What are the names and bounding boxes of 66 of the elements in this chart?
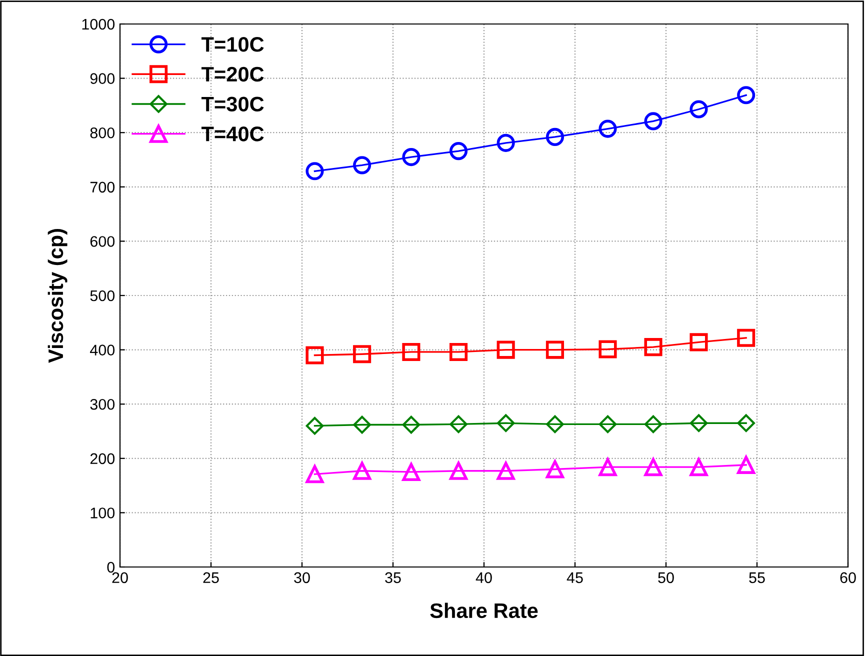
y-tick-label: 200 xyxy=(90,453,115,464)
point xyxy=(546,415,564,434)
point xyxy=(690,414,708,432)
point xyxy=(450,415,468,434)
point xyxy=(737,86,756,104)
x-tick-label: 35 xyxy=(385,572,401,584)
y-tick-label: 600 xyxy=(90,236,115,247)
x-tick-label: 30 xyxy=(294,572,310,584)
point xyxy=(737,414,755,432)
y-tick-label: 300 xyxy=(90,398,115,410)
point xyxy=(546,460,564,478)
legend-label: T=20C xyxy=(201,66,264,82)
point xyxy=(690,458,708,476)
x-tick-label: 20 xyxy=(112,572,128,584)
point xyxy=(496,414,515,432)
point xyxy=(449,342,468,361)
point xyxy=(306,465,324,484)
point xyxy=(496,462,515,480)
point xyxy=(598,458,617,476)
point xyxy=(546,128,564,146)
legend-label: T=30C xyxy=(201,96,264,112)
point xyxy=(402,462,420,482)
legend-label: T=10C xyxy=(201,37,264,52)
point xyxy=(353,462,372,480)
y-tick-label: 500 xyxy=(90,290,115,302)
point xyxy=(644,415,662,434)
y-tick-label: 800 xyxy=(90,127,115,138)
point xyxy=(353,156,372,174)
point xyxy=(496,134,515,152)
point xyxy=(402,342,420,361)
x-tick-label: 55 xyxy=(749,572,765,584)
point xyxy=(306,346,324,364)
legend-label: T=40C xyxy=(201,126,264,142)
x-axis-title: Share Rate xyxy=(430,602,538,618)
point xyxy=(546,340,564,359)
point xyxy=(449,462,468,480)
point xyxy=(598,340,617,358)
point xyxy=(353,345,372,364)
point xyxy=(449,142,468,160)
point xyxy=(598,415,617,434)
point xyxy=(402,416,420,434)
point xyxy=(690,100,708,118)
x-tick-label: 50 xyxy=(658,572,674,584)
x-tick-label: 40 xyxy=(476,572,492,584)
y-tick-label: 900 xyxy=(90,73,115,84)
point xyxy=(737,456,756,474)
point xyxy=(402,148,420,166)
point xyxy=(353,416,371,434)
point xyxy=(306,416,324,435)
x-tick-label: 60 xyxy=(840,572,856,584)
y-tick-label: 1000 xyxy=(82,18,115,30)
x-tick-label: 45 xyxy=(566,572,583,584)
y-axis-title: Viscosity (cp) xyxy=(48,228,68,363)
x-tick-label: 25 xyxy=(203,572,219,584)
point xyxy=(306,162,324,180)
y-tick-label: 0 xyxy=(107,562,115,573)
point xyxy=(644,112,662,130)
point xyxy=(644,458,662,476)
point xyxy=(690,333,708,352)
y-tick-label: 700 xyxy=(90,182,115,193)
point xyxy=(496,340,515,359)
point xyxy=(644,338,662,356)
y-tick-label: 400 xyxy=(90,344,115,356)
y-tick-label: 100 xyxy=(90,508,115,518)
point xyxy=(598,120,617,138)
point xyxy=(737,328,756,347)
